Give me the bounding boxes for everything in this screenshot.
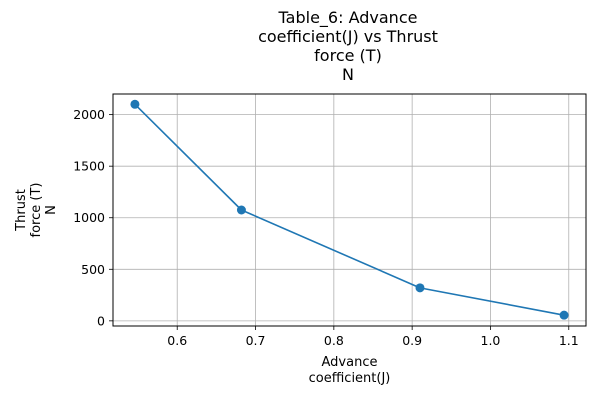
x-axis-ticks: 0.6 0.7 0.8 0.9 1.0 1.1	[167, 326, 579, 348]
chart-title-line: coefficient(J) vs Thrust	[258, 27, 438, 46]
data-point-marker	[236, 205, 246, 215]
plot-frame	[112, 93, 587, 327]
y-axis-label-line: N	[44, 205, 59, 215]
chart-title-line: N	[342, 65, 354, 84]
grid-lines	[113, 94, 586, 326]
data-point-marker	[559, 310, 569, 320]
y-axis-label: Thrust force (T) N	[14, 183, 59, 238]
data-point-marker	[130, 99, 140, 109]
y-tick-label: 500	[81, 262, 105, 277]
series-line	[134, 103, 565, 316]
y-tick-label: 1000	[73, 210, 105, 225]
x-axis-label-line: coefficient(J)	[309, 371, 391, 386]
x-axis-label-line: Advance	[322, 355, 378, 370]
chart-title-line: Table_6: Advance	[278, 8, 418, 28]
y-axis-ticks: 0 500 1000 1500 2000	[73, 107, 113, 328]
x-tick-label: 0.7	[246, 333, 266, 348]
x-tick-label: 1.0	[481, 333, 501, 348]
x-tick-label: 0.6	[167, 333, 187, 348]
y-tick-label: 1500	[73, 159, 105, 174]
y-axis-label-line: Thrust	[14, 189, 29, 232]
y-axis-label-line: force (T)	[29, 183, 44, 238]
x-tick-label: 0.8	[324, 333, 344, 348]
chart-title-line: force (T)	[314, 46, 382, 65]
x-tick-label: 0.9	[402, 333, 422, 348]
data-series	[130, 99, 569, 320]
y-tick-label: 2000	[73, 107, 105, 122]
data-point-marker	[415, 283, 425, 293]
x-tick-label: 1.1	[559, 333, 579, 348]
y-tick-label: 0	[97, 313, 105, 328]
